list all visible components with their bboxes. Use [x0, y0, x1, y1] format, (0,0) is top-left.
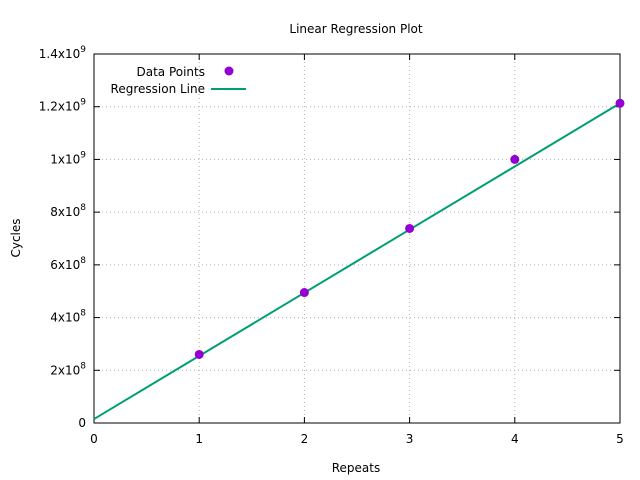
x-tick-label: 0	[90, 432, 98, 446]
plot-area-border	[93, 53, 621, 424]
y-tick-label: 4x108	[50, 309, 86, 325]
x-tick-label: 5	[616, 432, 624, 446]
x-tick-label: 1	[195, 432, 203, 446]
legend-marker-data-points	[224, 66, 234, 76]
legend-label-regression-line: Regression Line	[111, 82, 205, 96]
y-axis-label: Cycles	[9, 218, 23, 257]
y-tick-label: 1.4x109	[39, 45, 86, 61]
x-tick-label: 4	[511, 432, 519, 446]
y-tick-label: 2x108	[50, 361, 86, 377]
legend: Data Points Regression Line	[111, 65, 246, 96]
y-tick-label: 1.2x109	[39, 98, 86, 114]
data-point	[615, 98, 625, 108]
y-axis-ticks: 0 2x108 4x108 6x108 8x108 1x109 1.2x109 1.4x109	[39, 45, 620, 430]
x-axis-ticks: 0 1 2 3 4 5	[90, 54, 624, 446]
legend-label-data-points: Data Points	[136, 65, 205, 79]
data-point	[299, 288, 309, 298]
grid-lines	[94, 54, 620, 423]
data-point	[194, 349, 204, 359]
y-tick-label: 1x109	[50, 150, 86, 166]
y-tick-label: 8x108	[50, 203, 86, 219]
x-tick-label: 2	[301, 432, 309, 446]
x-tick-label: 3	[406, 432, 414, 446]
x-axis-label: Repeats	[332, 461, 381, 475]
data-point	[405, 223, 415, 233]
y-tick-label: 0	[78, 416, 86, 430]
y-tick-label: 6x108	[50, 256, 86, 272]
chart-title: Linear Regression Plot	[289, 22, 422, 36]
series-layer	[93, 98, 625, 420]
data-point	[510, 154, 520, 164]
regression-line	[93, 102, 621, 420]
